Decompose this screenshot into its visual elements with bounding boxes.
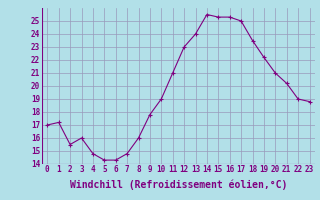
X-axis label: Windchill (Refroidissement éolien,°C): Windchill (Refroidissement éolien,°C) [70,180,287,190]
